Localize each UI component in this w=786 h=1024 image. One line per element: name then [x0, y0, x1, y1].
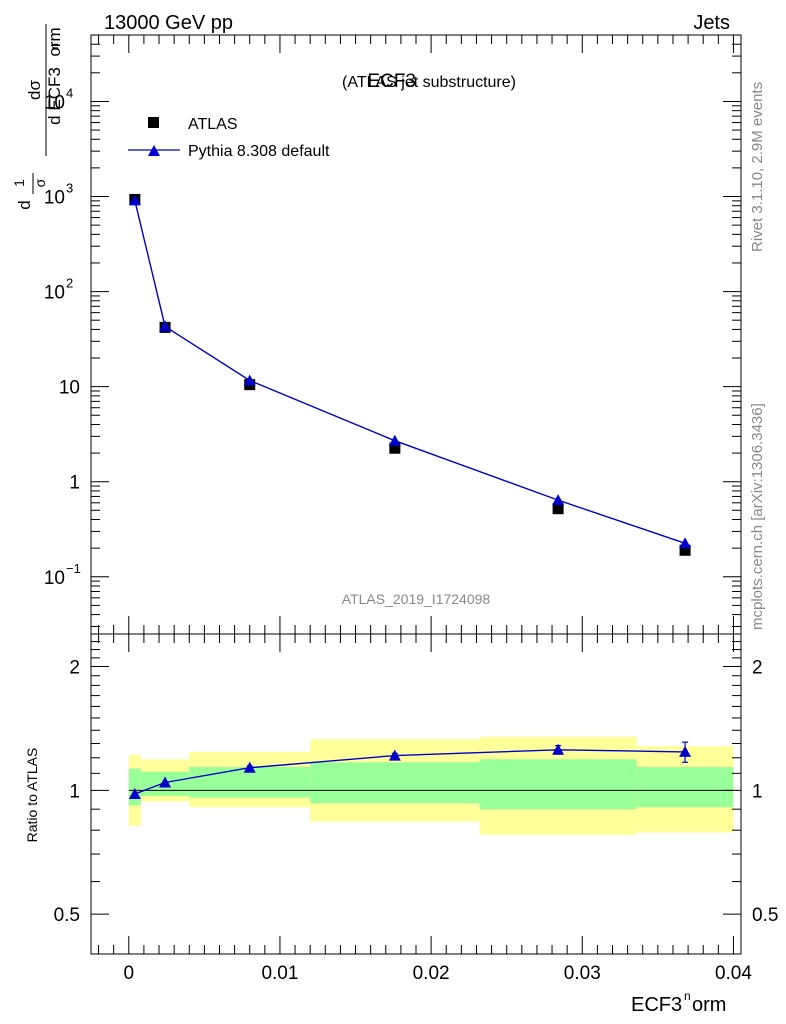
main-y-tick-label-base: 10	[59, 378, 80, 399]
main-y-tick-label-base: 10	[44, 568, 65, 589]
ylabel-frac-top: 1	[11, 179, 27, 187]
plot-subtitle: (ATLAS jet substructure)	[342, 74, 516, 91]
pythia-point	[128, 194, 141, 206]
ratio-band-green-5	[636, 766, 734, 808]
legend: ATLAS Pythia 8.308 default	[128, 116, 330, 160]
main-y-axis-label: d 1 σ dσ d ECF3 n orm	[11, 24, 64, 210]
atlas-point	[679, 544, 691, 556]
pythia-point	[388, 434, 401, 446]
x-tick-label-3: 0.03	[564, 963, 601, 984]
process-label: Jets	[693, 12, 730, 34]
ratio-y-tick-label-left-2: 2	[69, 658, 80, 679]
ratio-point	[388, 749, 401, 761]
ylabel-d1: d	[15, 200, 34, 209]
main-y-tick-label-sup: −1	[66, 561, 81, 576]
rivet-label: Rivet 3.1.10, 2.9M events	[749, 82, 766, 252]
ratio-point	[159, 776, 172, 788]
ratio-y-tick-label-right-2: 2	[752, 658, 763, 679]
ratio-series-line	[134, 749, 686, 795]
main-y-tick-label-base: 10	[44, 92, 65, 113]
ratio-point	[552, 743, 565, 755]
xlabel-main: ECF3	[631, 994, 682, 1016]
main-y-tick-label-5: 10 4	[44, 85, 73, 113]
ratio-y-tick-label-left-1: 1	[69, 781, 80, 802]
ratio-band-green-3	[310, 762, 480, 804]
x-tick-label-4: 0.04	[715, 963, 752, 984]
pythia-point	[552, 494, 565, 506]
x-tick-label-2: 0.02	[413, 963, 450, 984]
legend-pythia-label: Pythia 8.308 default	[188, 143, 330, 160]
pythia-point	[679, 537, 692, 549]
ratio-y-axis-label: Ratio to ATLAS	[24, 748, 40, 843]
mcplots-label: mcplots.cern.ch [arXiv:1306.3436]	[749, 403, 766, 630]
main-y-tick-label-base: 1	[69, 473, 80, 494]
x-axis-label: ECF3 n orm	[631, 989, 726, 1016]
ylabel-dsigma: dσ	[25, 80, 44, 100]
main-y-tick-label-base: 10	[44, 188, 65, 209]
ratio-plot-area: 0.5 0.5 1 1 2 2 0 0.01 0.02 0.03 0.04	[54, 633, 778, 984]
ratio-point	[128, 787, 141, 799]
plot-title: ECF3	[367, 71, 416, 92]
main-y-tick-label-4: 10 3	[44, 181, 73, 209]
main-y-tick-label-sup: 2	[66, 276, 73, 291]
main-y-tick-label-sup: 3	[66, 181, 73, 196]
analysis-watermark: ATLAS_2019_I1724098	[342, 591, 491, 607]
main-y-tick-label-1: 1	[69, 473, 80, 494]
ratio-y-tick-label-left-0: 0.5	[54, 905, 80, 926]
legend-atlas-marker	[148, 117, 159, 128]
main-y-tick-label-2: 10	[59, 378, 80, 399]
main-y-tick-label-base: 10	[44, 283, 65, 304]
xlabel-suffix: orm	[692, 994, 726, 1016]
x-tick-label-1: 0.01	[261, 963, 298, 984]
ylabel-suffix: orm	[45, 27, 64, 56]
pythia-series-line	[134, 200, 686, 544]
main-y-tick-label-3: 10 2	[44, 276, 73, 304]
pythia-point	[243, 374, 256, 386]
ratio-point	[243, 761, 256, 773]
pythia-point	[159, 320, 172, 332]
xlabel-sup: n	[684, 989, 691, 1003]
energy-label: 13000 GeV pp	[104, 12, 233, 34]
main-y-tick-label-0: 10 −1	[44, 561, 81, 589]
legend-atlas-label: ATLAS	[188, 116, 238, 133]
ratio-y-tick-label-right-1: 1	[752, 781, 763, 802]
ratio-point	[679, 745, 692, 757]
ylabel-denominator: d ECF3	[45, 67, 64, 125]
atlas-point	[389, 442, 401, 454]
ratio-band-green-0	[128, 768, 141, 806]
ratio-y-tick-label-right-0: 0.5	[752, 905, 778, 926]
ylabel-frac-bottom: σ	[32, 178, 48, 187]
legend-pythia-marker	[148, 145, 160, 156]
atlas-point	[552, 503, 564, 515]
ylabel-sup: n	[49, 43, 61, 49]
x-tick-label-0: 0	[124, 963, 135, 984]
ratio-band-green-4	[479, 759, 637, 810]
main-y-tick-label-sup: 4	[66, 85, 73, 100]
